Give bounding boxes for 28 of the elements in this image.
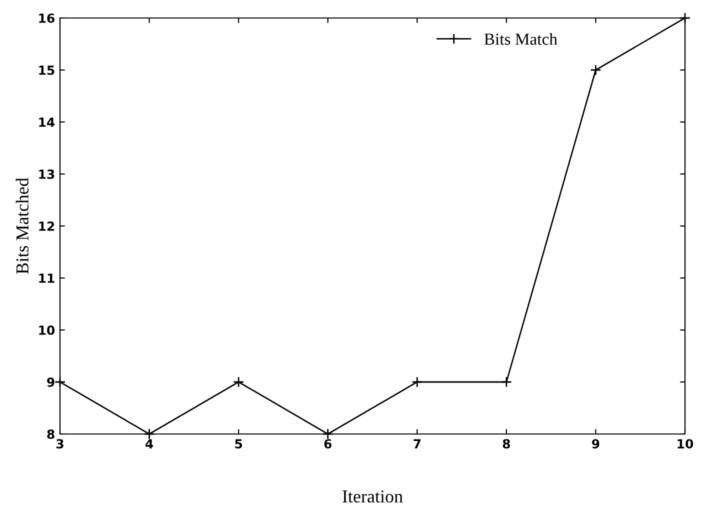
y-tick-label: 14 — [39, 118, 55, 127]
y-tick-label: 8 — [47, 429, 54, 439]
y-axis-title: Bits Matched — [16, 178, 29, 274]
point — [54, 376, 66, 388]
point — [679, 12, 691, 24]
x-tick-label: 3 — [56, 439, 64, 449]
y-tick-label: 10 — [39, 325, 55, 335]
y-tick-label: 9 — [47, 377, 54, 387]
y-tick-label: 13 — [39, 169, 54, 179]
point — [233, 376, 244, 388]
y-tick-label: 16 — [39, 13, 54, 23]
x-tick-label: 5 — [235, 439, 242, 449]
point — [412, 376, 423, 388]
x-tick-label: 10 — [678, 439, 694, 449]
point — [500, 376, 512, 388]
x-tick-label: 9 — [592, 439, 600, 449]
x-tick-label: 4 — [146, 439, 154, 448]
x-axis-title: Iteration — [342, 490, 403, 503]
point — [144, 428, 155, 440]
point — [322, 428, 334, 440]
x-tick-label: 6 — [324, 439, 332, 449]
y-tick-label: 15 — [39, 66, 54, 75]
x-tick-label: 7 — [414, 439, 420, 448]
y-tick-label: 11 — [39, 274, 54, 283]
point — [590, 64, 602, 76]
y-tick-label: 12 — [39, 221, 54, 231]
legend-label: Bits Match — [484, 33, 558, 45]
x-tick-label: 8 — [502, 439, 510, 449]
